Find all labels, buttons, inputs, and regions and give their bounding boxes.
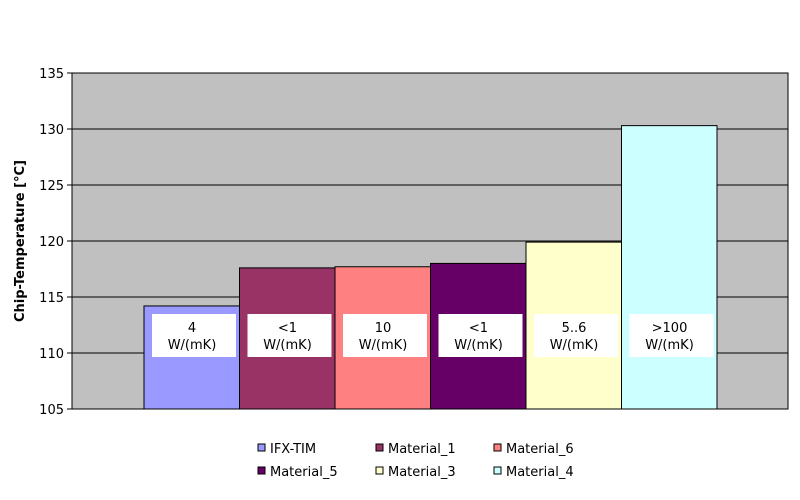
label-box [343, 314, 427, 357]
label-unit: W/(mK) [645, 338, 694, 353]
legend-swatch [375, 443, 384, 452]
legend-item: Material_3 [375, 465, 456, 480]
y-tick-label: 125 [39, 179, 64, 194]
label-value: >100 [652, 321, 688, 336]
legend-label: Material_3 [388, 465, 456, 480]
legend-label: Material_4 [506, 465, 574, 480]
label-value: 4 [188, 321, 196, 336]
bar-data-label: 5..6 W/(mK) [534, 314, 618, 357]
label-value: <1 [469, 321, 488, 336]
legend-label: Material_5 [270, 465, 338, 480]
bar-data-label: 4 W/(mK) [152, 314, 236, 357]
label-value: 10 [375, 321, 392, 336]
legend-label: Material_1 [388, 442, 456, 457]
legend-swatch [493, 466, 502, 475]
y-tick-label: 130 [39, 123, 64, 138]
legend-item: Material_6 [493, 442, 574, 457]
label-value: 5..6 [562, 321, 587, 336]
label-unit: W/(mK) [550, 338, 599, 353]
bar-data-label: 10 W/(mK) [343, 314, 427, 357]
label-unit: W/(mK) [168, 338, 217, 353]
legend-swatch [493, 443, 502, 452]
legend-item: Material_5 [257, 465, 338, 480]
label-unit: W/(mK) [359, 338, 408, 353]
legend-label: IFX-TIM [270, 442, 316, 457]
y-axis-ticks: 105 110 115 120 125 130 135 [39, 67, 72, 418]
legend-item: Material_4 [493, 465, 574, 480]
label-unit: W/(mK) [263, 338, 312, 353]
label-value: <1 [278, 321, 297, 336]
label-box [534, 314, 618, 357]
legend-swatch [257, 466, 266, 475]
label-box [247, 314, 332, 357]
label-box [629, 314, 714, 357]
bar-data-label: >100 W/(mK) [629, 314, 714, 357]
label-box [152, 314, 236, 357]
y-axis-label: Chip-Temperature [°C] [13, 160, 28, 322]
legend-swatch [257, 443, 266, 452]
y-tick-label: 135 [39, 67, 64, 82]
bar-data-label: <1 W/(mK) [438, 314, 523, 357]
y-tick-label: 115 [39, 291, 64, 306]
bar-data-label: <1 W/(mK) [247, 314, 332, 357]
bar-labels: 4 W/(mK) <1 W/(mK) 10 W/(mK) <1 W/(mK) 5..6 W/(mK… [152, 314, 714, 357]
y-tick-label: 120 [39, 235, 64, 250]
y-tick-label: 105 [39, 403, 64, 418]
y-tick-label: 110 [39, 347, 64, 362]
bar-material-4 [621, 125, 718, 410]
legend: IFX-TIM Material_1 Material_6 Material_5 Mat… [257, 442, 574, 480]
legend-item: IFX-TIM [257, 442, 316, 457]
label-box [438, 314, 523, 357]
legend-swatch [375, 466, 384, 475]
legend-label: Material_6 [506, 442, 574, 457]
legend-item: Material_1 [375, 442, 456, 457]
label-unit: W/(mK) [454, 338, 503, 353]
